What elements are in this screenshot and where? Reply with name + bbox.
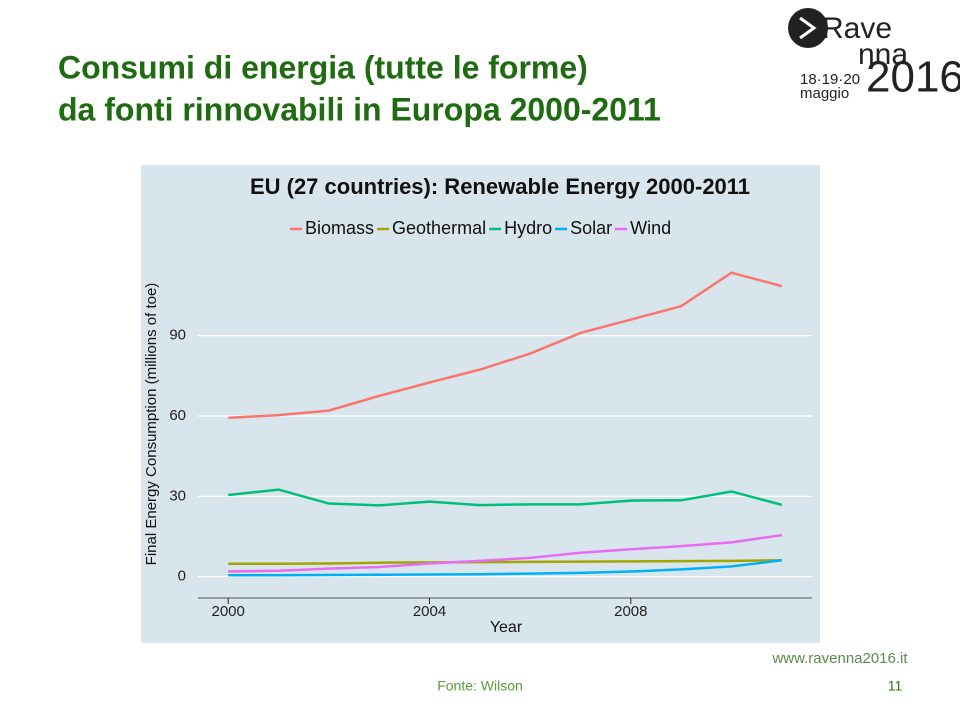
logo-arrow bbox=[799, 16, 817, 40]
logo-year: 2016 bbox=[866, 53, 960, 102]
logo-circle bbox=[788, 8, 828, 48]
plot-area bbox=[198, 258, 812, 590]
y-tick-label: 30 bbox=[169, 487, 186, 504]
logo-text: nna bbox=[858, 38, 908, 71]
slide-title: da fonti rinnovabili in Europa 2000-2011 bbox=[58, 91, 661, 127]
logo: Rave nna 18·19·20 maggio 2016 bbox=[788, 8, 960, 102]
y-tick-label: 0 bbox=[178, 568, 186, 585]
y-axis-title: Final Energy Consumption (millions of to… bbox=[143, 283, 160, 566]
logo-month: maggio bbox=[800, 85, 849, 102]
logo-dates: 18·19·20 bbox=[800, 71, 860, 88]
legend-label: Biomass bbox=[305, 218, 374, 238]
x-axis-title: Year bbox=[490, 619, 523, 636]
y-tick-label: 60 bbox=[169, 407, 186, 424]
x-tick-label: 2008 bbox=[614, 603, 647, 620]
data-line bbox=[228, 559, 782, 577]
legend-label: Geothermal bbox=[392, 218, 486, 238]
x-tick-label: 2000 bbox=[212, 603, 245, 620]
data-line bbox=[228, 533, 782, 573]
data-line bbox=[228, 488, 783, 507]
footer-source: Fonte: Wilson bbox=[437, 678, 523, 694]
logo-text: Rave bbox=[822, 12, 892, 45]
legend-label: Wind bbox=[630, 218, 671, 238]
chart-title: EU (27 countries): Renewable Energy 2000… bbox=[250, 174, 750, 199]
data-line bbox=[228, 559, 782, 566]
data-line bbox=[228, 271, 783, 420]
legend: Biomass Geothermal Hydro Solar Wind bbox=[290, 218, 671, 238]
legend-label: Hydro bbox=[504, 218, 552, 238]
y-tick-label: 90 bbox=[169, 327, 186, 344]
legend-label: Solar bbox=[570, 218, 612, 238]
slide-title: Consumi di energia (tutte le forme) bbox=[58, 49, 588, 85]
x-tick-label: 2004 bbox=[413, 603, 446, 620]
page-number: 11 bbox=[888, 678, 903, 694]
footer-url: www.ravenna2016.it bbox=[771, 650, 908, 667]
